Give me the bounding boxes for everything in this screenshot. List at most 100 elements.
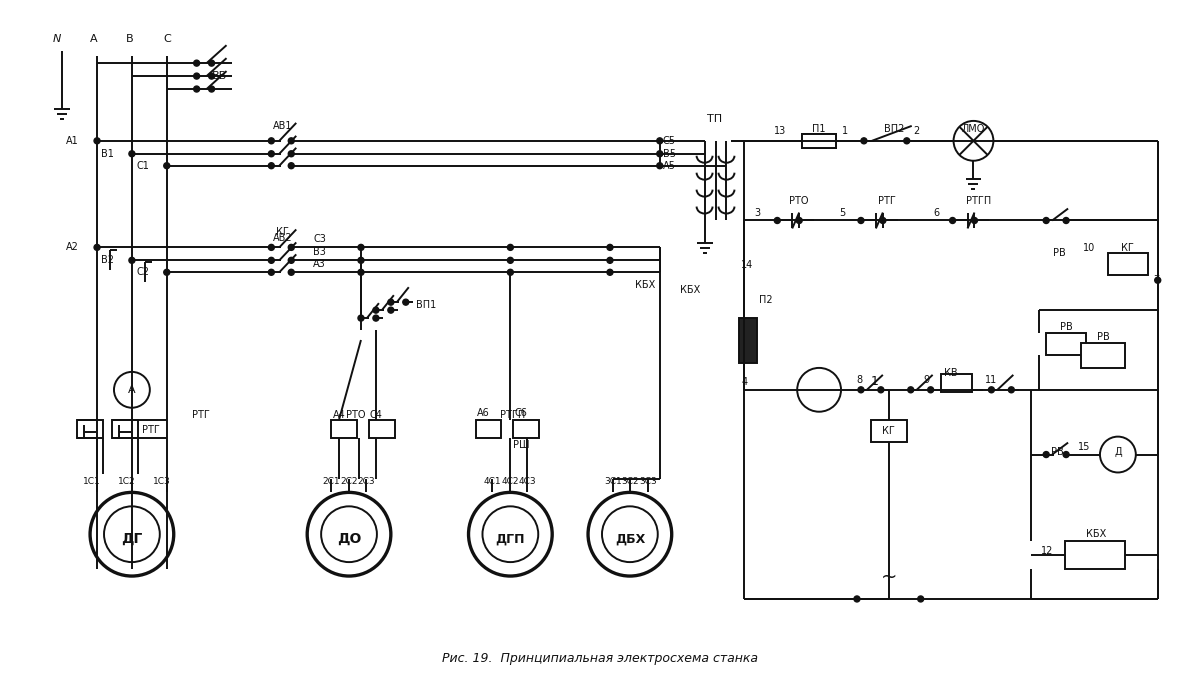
Text: Рис. 19.  Принципиальная электросхема станка: Рис. 19. Принципиальная электросхема ста… [442, 652, 758, 665]
Text: 3С2: 3С2 [622, 477, 638, 486]
Text: С4: С4 [370, 410, 383, 420]
Text: РТГ: РТГ [142, 425, 160, 435]
Text: 1: 1 [871, 375, 878, 388]
Text: ДГП: ДГП [496, 533, 526, 546]
Circle shape [949, 218, 955, 223]
Text: ВП1: ВП1 [415, 300, 436, 310]
Text: АВ2: АВ2 [274, 234, 293, 243]
Text: КБХ: КБХ [1086, 530, 1106, 539]
Bar [1108, 253, 1147, 275]
Text: ДБХ: ДБХ [614, 533, 646, 546]
Bar [475, 420, 502, 438]
Circle shape [928, 387, 934, 393]
Circle shape [209, 86, 215, 92]
Text: А4: А4 [332, 410, 346, 420]
Circle shape [607, 258, 613, 263]
Text: КГ: КГ [882, 425, 895, 436]
Text: C: C [163, 34, 170, 45]
Circle shape [656, 138, 662, 144]
Circle shape [358, 245, 364, 251]
Bar [1046, 333, 1086, 355]
Text: С6: С6 [515, 408, 528, 418]
Bar [331, 420, 356, 438]
Text: 4С3: 4С3 [518, 477, 536, 486]
Text: 2С2: 2С2 [341, 477, 358, 486]
Text: П2: П2 [760, 295, 773, 306]
Text: КГ: КГ [1122, 243, 1134, 253]
Text: ~: ~ [881, 568, 898, 586]
Text: РТГ: РТГ [878, 196, 895, 206]
Circle shape [797, 218, 802, 223]
Text: 2: 2 [913, 126, 920, 136]
Text: ВВ: ВВ [211, 71, 227, 81]
Circle shape [288, 151, 294, 157]
Circle shape [94, 245, 100, 251]
Circle shape [288, 269, 294, 275]
Circle shape [797, 368, 841, 412]
Text: РШ: РШ [514, 440, 530, 449]
Text: 14: 14 [742, 260, 754, 271]
Circle shape [269, 258, 275, 263]
Circle shape [193, 73, 199, 79]
Circle shape [1100, 436, 1136, 473]
Circle shape [269, 163, 275, 169]
Text: 12: 12 [1040, 546, 1054, 556]
Text: B: B [126, 34, 133, 45]
Text: РТГ: РТГ [192, 410, 210, 420]
Text: 3С1: 3С1 [604, 477, 622, 486]
Circle shape [209, 60, 215, 66]
Circle shape [656, 163, 662, 169]
Circle shape [288, 258, 294, 263]
Circle shape [94, 138, 100, 144]
Circle shape [607, 245, 613, 251]
Text: 3: 3 [755, 208, 761, 218]
Text: А: А [128, 385, 136, 395]
Text: 11: 11 [985, 375, 997, 385]
Circle shape [989, 387, 995, 393]
Text: 1: 1 [842, 126, 848, 136]
Text: РВ: РВ [1054, 249, 1066, 258]
Text: N: N [53, 34, 61, 45]
Text: С5: С5 [662, 136, 676, 146]
Text: 13: 13 [774, 126, 786, 136]
Circle shape [104, 506, 160, 562]
Circle shape [602, 506, 658, 562]
Circle shape [508, 258, 514, 263]
Bar [514, 420, 539, 438]
Circle shape [508, 269, 514, 275]
Circle shape [128, 258, 134, 263]
Circle shape [163, 269, 169, 275]
Text: 3С3: 3С3 [638, 477, 656, 486]
Bar [77, 420, 103, 438]
Circle shape [193, 86, 199, 92]
Text: 4: 4 [742, 377, 748, 387]
Circle shape [907, 387, 913, 393]
Text: А5: А5 [662, 161, 676, 171]
Text: В2: В2 [101, 256, 114, 265]
Circle shape [307, 493, 391, 576]
Text: 4С2: 4С2 [502, 477, 520, 486]
Circle shape [373, 315, 379, 321]
Circle shape [373, 307, 379, 313]
Circle shape [403, 299, 409, 305]
Text: А1: А1 [66, 136, 79, 146]
Bar [802, 134, 836, 148]
Bar [112, 420, 138, 438]
Text: РТО: РТО [346, 410, 366, 420]
Circle shape [858, 218, 864, 223]
Text: КБХ: КБХ [635, 280, 655, 290]
Circle shape [1154, 277, 1160, 283]
Bar [739, 318, 757, 363]
Circle shape [880, 218, 886, 223]
Text: 15: 15 [1078, 442, 1091, 451]
Text: В3: В3 [313, 247, 326, 258]
Circle shape [358, 315, 364, 321]
Bar [802, 134, 836, 148]
Circle shape [269, 245, 275, 251]
Circle shape [322, 506, 377, 562]
Circle shape [482, 506, 539, 562]
Circle shape [388, 299, 394, 305]
Text: ДО: ДО [337, 532, 361, 546]
Circle shape [358, 258, 364, 263]
Circle shape [656, 151, 662, 157]
